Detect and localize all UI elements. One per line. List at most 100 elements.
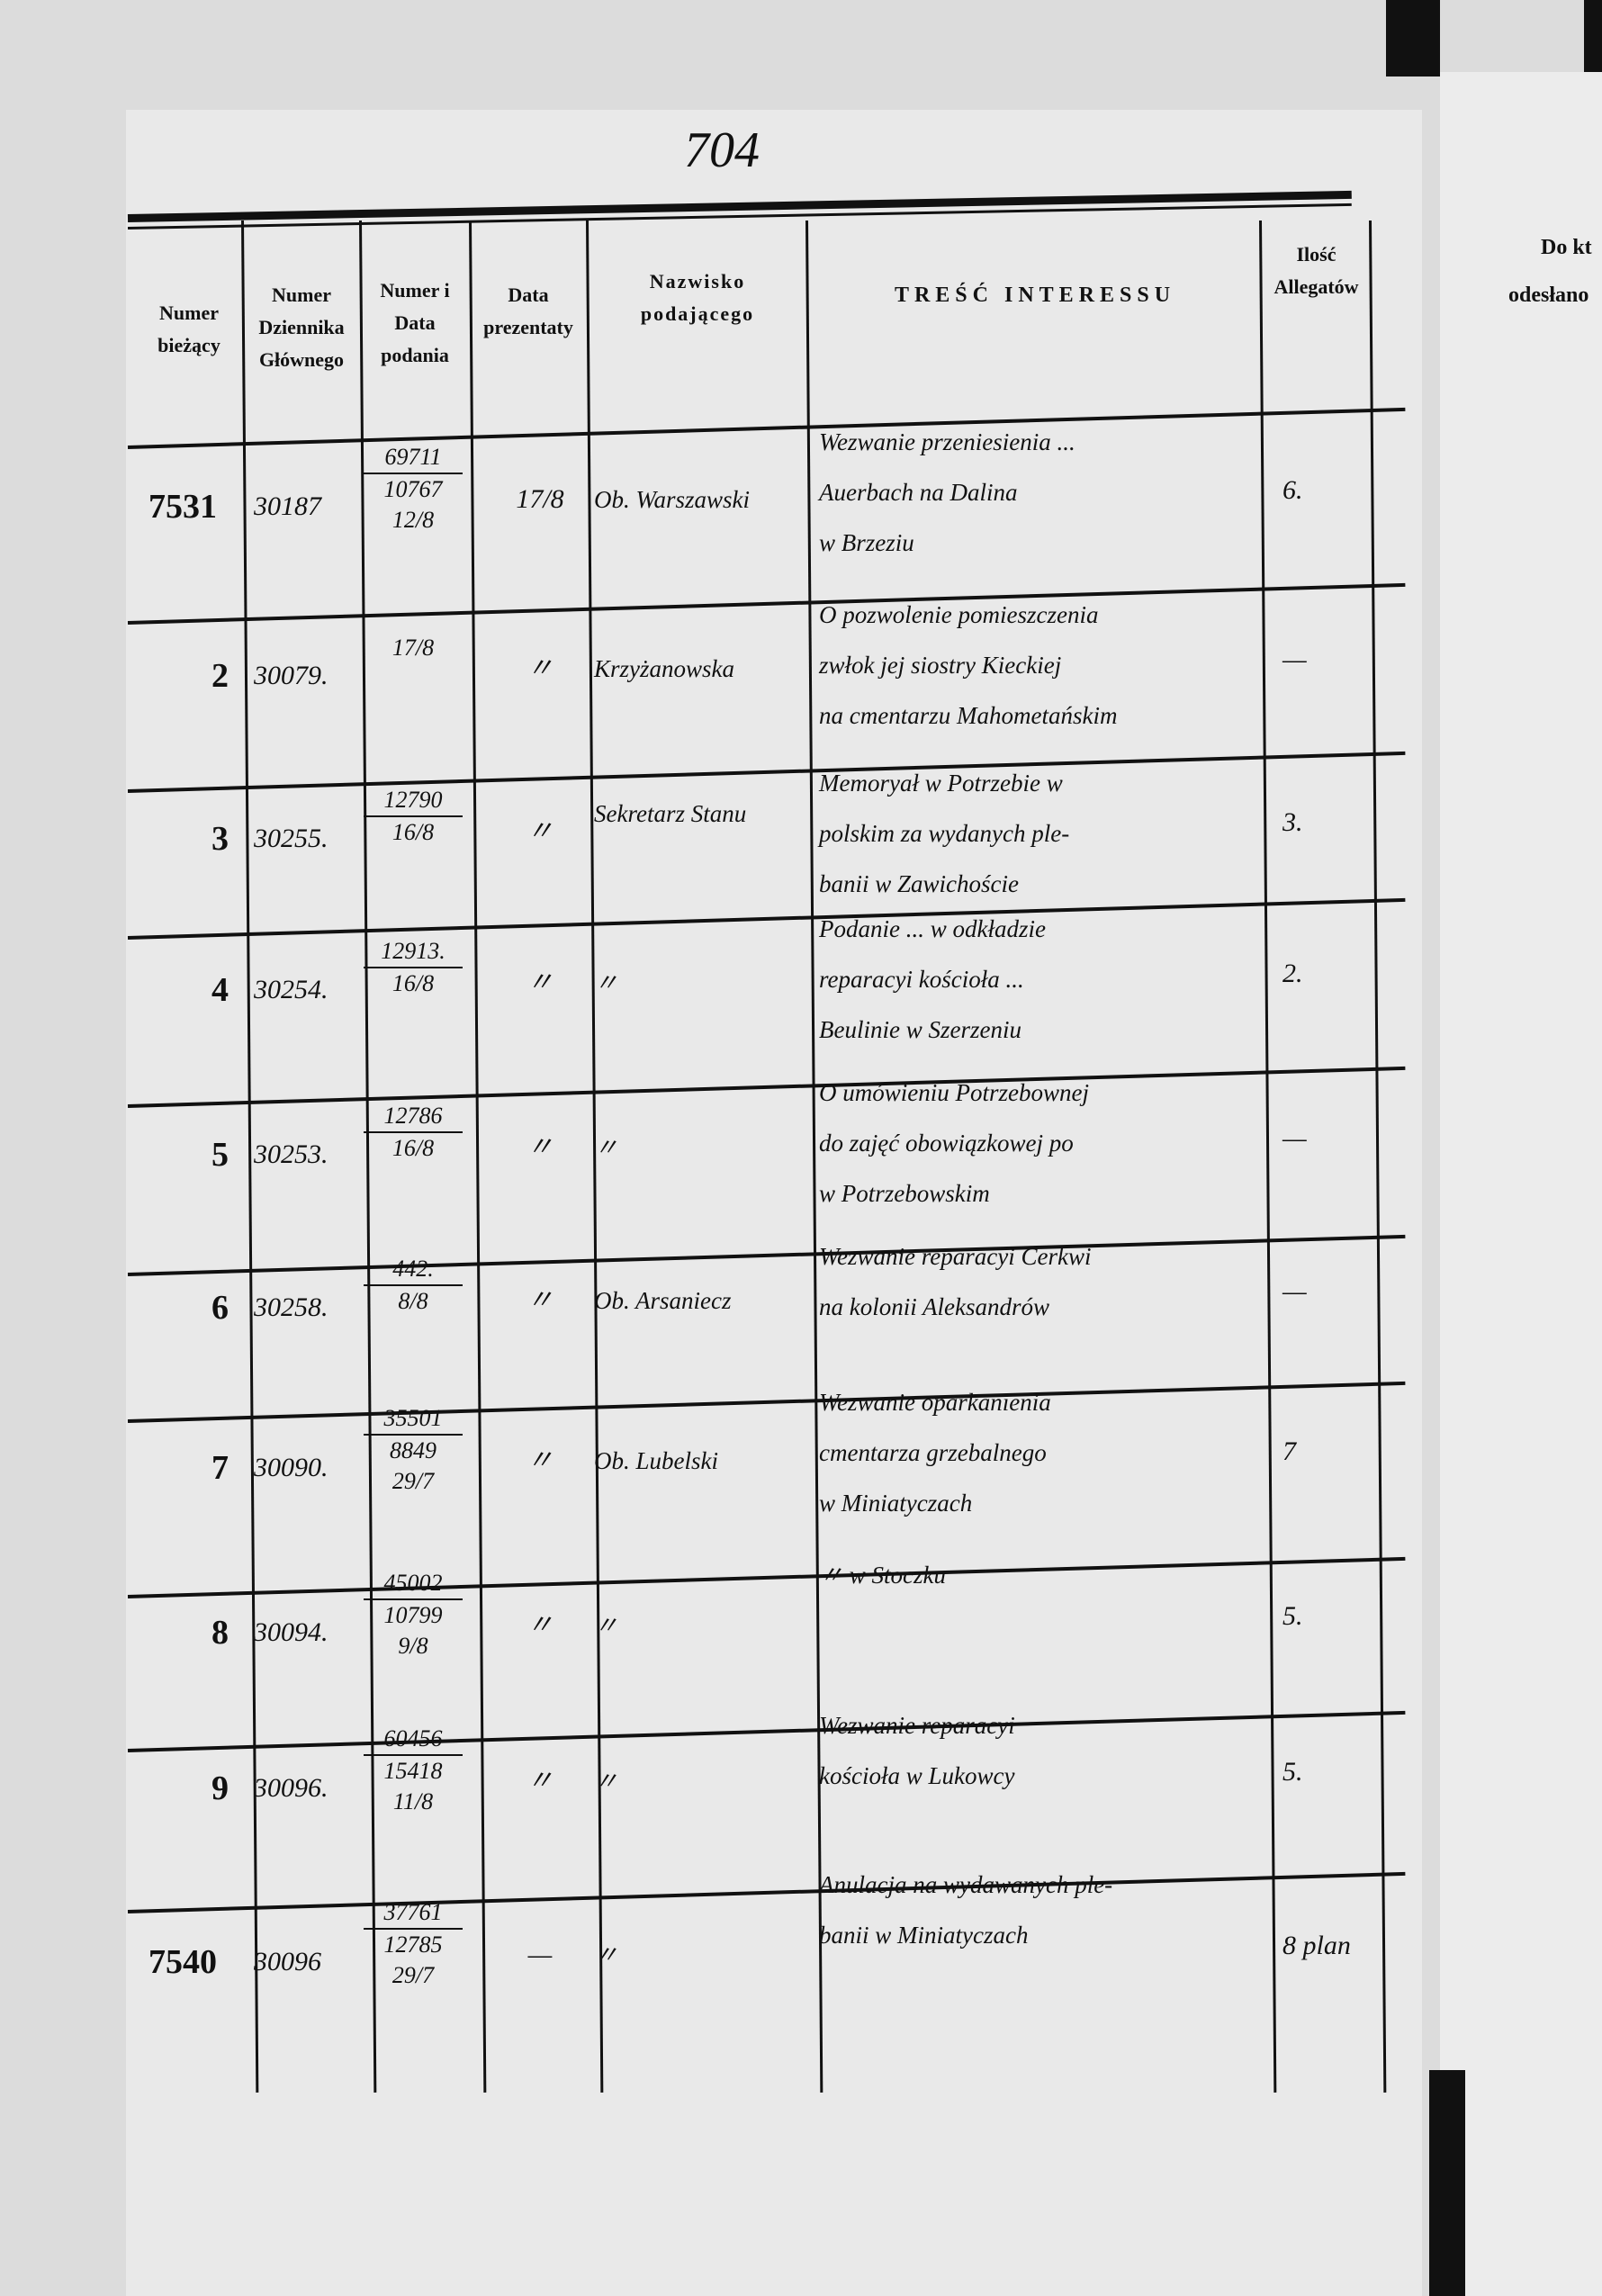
- submission-value: 12785: [383, 1931, 443, 1958]
- row-number: 5: [212, 1135, 229, 1174]
- interest-content: Anulacja na wydawanych ple-banii w Minia…: [819, 1859, 1251, 1960]
- submitter-name: Ob. Warszawski: [594, 486, 751, 513]
- attachment-count: —: [1282, 1276, 1307, 1306]
- row-number: 7531: [148, 488, 217, 526]
- attachment-count: 3.: [1282, 806, 1303, 837]
- interest-content: Wezwanie reparacyi kościoła w Lukowcy: [819, 1700, 1251, 1801]
- submission-number-date: 12786 16/8: [364, 1101, 463, 1164]
- row-number: 7: [212, 1449, 229, 1487]
- presentation-date: 〃: [526, 1766, 554, 1796]
- content-line: cmentarza grzebalnego: [819, 1439, 1047, 1466]
- row-number: 6: [212, 1289, 229, 1327]
- journal-number: 30094.: [254, 1617, 328, 1647]
- presentation-date: 〃: [526, 653, 554, 683]
- submission-value: 37761: [364, 1897, 463, 1930]
- content-line: O pozwolenie pomieszczenia: [819, 601, 1099, 628]
- presentation-date: —: [527, 1940, 553, 1969]
- adjacent-page: [1440, 72, 1602, 2296]
- ledger-page: [126, 110, 1422, 2296]
- header-attachments: Ilość Allegatów: [1274, 243, 1359, 298]
- content-line: polskim za wydanych ple-: [819, 820, 1070, 847]
- submitter-name: 〃: [594, 1941, 618, 1968]
- attachment-count: —: [1282, 644, 1307, 674]
- content-line: 〃 w Stoczku: [819, 1562, 946, 1589]
- header-content: TREŚĆ INTERESSU: [894, 284, 1176, 307]
- attachment-count: 7: [1282, 1436, 1296, 1466]
- presentation-date: 〃: [526, 1285, 554, 1315]
- attachment-count: 5.: [1282, 1757, 1303, 1787]
- content-line: reparacyi kościoła ...: [819, 966, 1024, 993]
- header-submission: Numer i Data podania: [380, 279, 450, 366]
- presentation-date: 〃: [526, 1610, 554, 1640]
- journal-number: 30090.: [254, 1453, 328, 1482]
- row-number: 9: [212, 1769, 229, 1807]
- submission-value: 45002: [364, 1568, 463, 1600]
- journal-number: 30096.: [254, 1773, 328, 1803]
- journal-number: 30255.: [254, 823, 328, 853]
- right-page-header: Do kt: [1541, 236, 1592, 259]
- presentation-date: 〃: [526, 1445, 554, 1475]
- row-number: 8: [212, 1614, 229, 1652]
- submitter-name: 〃: [594, 1768, 618, 1795]
- content-line: Wezwanie reparacyi Cerkwi: [819, 1243, 1092, 1270]
- interest-content: 〃 w Stoczku: [819, 1550, 1251, 1600]
- presentation-date: 〃: [526, 1131, 554, 1162]
- submitter-name: 〃: [594, 1133, 618, 1161]
- presentation-date: 17/8: [516, 484, 564, 514]
- content-line: w Brzeziu: [819, 529, 914, 556]
- interest-content: Memoryał w Potrzebie w polskim za wydanyc…: [819, 758, 1251, 909]
- journal-number: 30258.: [254, 1292, 328, 1322]
- submitter-name: Ob. Lubelski: [594, 1447, 718, 1474]
- submitter-name: 〃: [594, 1612, 618, 1639]
- journal-number: 30079.: [254, 661, 328, 690]
- interest-content: O umówieniu Potrzebownej do zajęć obowiąz…: [819, 1067, 1251, 1219]
- content-line: Wezwanie reparacyi: [819, 1712, 1015, 1739]
- content-line: Beulinie w Szerzeniu: [819, 1016, 1022, 1043]
- header-presentation: Data prezentaty: [483, 284, 573, 338]
- submission-number-date: 12913. 16/8: [364, 936, 463, 999]
- scan-border: [1584, 0, 1602, 72]
- submission-value: 12913.: [364, 936, 463, 968]
- content-line: Podanie ... w odkładzie: [819, 915, 1046, 942]
- submitter-name: Sekretarz Stanu: [594, 799, 747, 827]
- submission-value: 12786: [364, 1101, 463, 1133]
- submitter-name: 〃: [594, 968, 618, 996]
- journal-number: 30254.: [254, 974, 328, 1004]
- attachment-count: 6.: [1282, 475, 1303, 505]
- submission-value: 12790: [364, 785, 463, 817]
- content-line: w Miniatyczach: [819, 1490, 973, 1517]
- journal-number: 30253.: [254, 1139, 328, 1169]
- content-line: Wezwanie oparkanienia: [819, 1389, 1051, 1416]
- submission-value: 16/8: [392, 969, 435, 996]
- right-page-header: odesłano: [1508, 284, 1589, 307]
- submission-value: 35501: [364, 1403, 463, 1436]
- submission-value: 16/8: [392, 1134, 435, 1161]
- submission-value: 10799: [383, 1602, 443, 1628]
- scan-border: [1386, 0, 1440, 77]
- submission-value: 15418: [383, 1758, 443, 1784]
- header-name: Nazwisko podającego: [640, 270, 755, 325]
- submission-value: 69711: [364, 442, 463, 474]
- interest-content: Wezwanie przeniesienia ... Auerbach na Da…: [819, 417, 1251, 568]
- content-line: na kolonii Aleksandrów: [819, 1293, 1049, 1320]
- page-number: 704: [684, 122, 760, 178]
- interest-content: O pozwolenie pomieszczenia zwłok jej sios…: [819, 590, 1251, 741]
- scan-border: [1429, 2070, 1465, 2296]
- content-line: kościoła w Lukowcy: [819, 1762, 1015, 1789]
- presentation-date: 〃: [526, 815, 554, 846]
- submission-number-date: 60456 15418 11/8: [364, 1724, 463, 1817]
- interest-content: Wezwanie reparacyi Cerkwi na kolonii Alek…: [819, 1231, 1251, 1332]
- row-number: 2: [212, 657, 229, 695]
- submission-value: 9/8: [398, 1633, 428, 1659]
- content-line: banii w Miniatyczach: [819, 1922, 1029, 1949]
- attachment-count: —: [1282, 1122, 1307, 1153]
- submission-number-date: 69711 10767 12/8: [364, 442, 463, 536]
- submission-value: 16/8: [392, 818, 435, 845]
- submission-number-date: 17/8: [364, 633, 463, 663]
- content-line: banii w Zawichoście: [819, 870, 1019, 897]
- attachment-count: 2.: [1282, 958, 1303, 988]
- submission-value: 60456: [364, 1724, 463, 1756]
- submission-value: 8/8: [398, 1288, 428, 1314]
- submission-number-date: 442. 8/8: [364, 1254, 463, 1317]
- submission-value: 17/8: [392, 635, 435, 661]
